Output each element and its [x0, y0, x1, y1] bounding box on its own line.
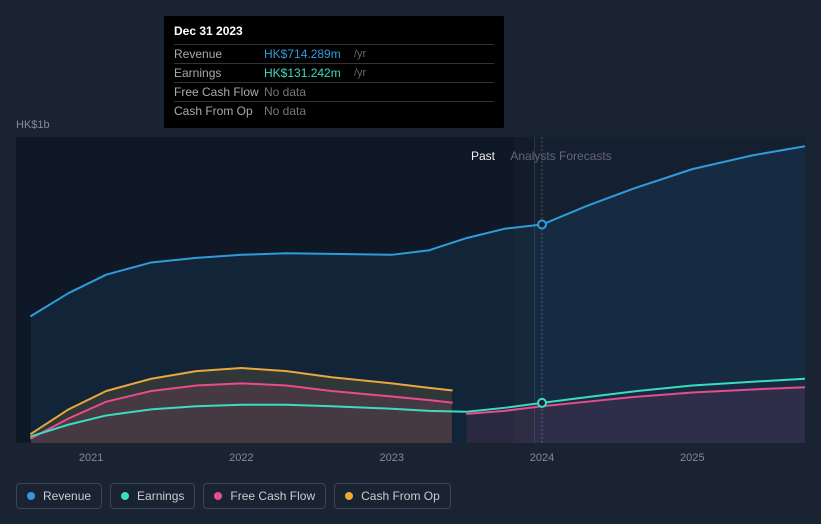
- legend-dot-icon: [121, 492, 129, 500]
- legend-label: Free Cash Flow: [230, 489, 315, 503]
- tooltip-date: Dec 31 2023: [174, 24, 494, 38]
- chart-plot[interactable]: [16, 137, 805, 443]
- x-axis-label: 2023: [379, 452, 403, 464]
- chart-tooltip: Dec 31 2023 RevenueHK$714.289m/yrEarning…: [164, 16, 504, 128]
- tooltip-row-unit: /yr: [354, 67, 366, 79]
- legend-label: Cash From Op: [361, 489, 440, 503]
- tooltip-row-value: No data: [264, 85, 354, 99]
- section-divider-labels: Past Analysts Forecasts: [471, 149, 612, 163]
- tooltip-row-label: Earnings: [174, 66, 264, 80]
- tooltip-row: EarningsHK$131.242m/yr: [174, 63, 494, 82]
- legend-item-cash-from-op[interactable]: Cash From Op: [334, 483, 451, 509]
- tooltip-row-label: Free Cash Flow: [174, 85, 264, 99]
- legend-label: Earnings: [137, 489, 184, 503]
- tooltip-row-value: HK$714.289m: [264, 47, 354, 61]
- x-axis-labels: 2021 2022 2023 2024 2025: [16, 452, 805, 468]
- tooltip-rows: RevenueHK$714.289m/yrEarningsHK$131.242m…: [174, 44, 494, 120]
- tooltip-row-value: HK$131.242m: [264, 66, 354, 80]
- legend-label: Revenue: [43, 489, 91, 503]
- legend-item-earnings[interactable]: Earnings: [110, 483, 195, 509]
- tooltip-row: Cash From OpNo data: [174, 101, 494, 120]
- legend-item-revenue[interactable]: Revenue: [16, 483, 102, 509]
- tooltip-row-label: Cash From Op: [174, 104, 264, 118]
- x-axis-label: 2025: [680, 452, 704, 464]
- legend-item-free-cash-flow[interactable]: Free Cash Flow: [203, 483, 326, 509]
- x-axis-label: 2024: [530, 452, 554, 464]
- legend-dot-icon: [214, 492, 222, 500]
- legend-dot-icon: [27, 492, 35, 500]
- tooltip-row-unit: /yr: [354, 48, 366, 60]
- tooltip-row-label: Revenue: [174, 47, 264, 61]
- tooltip-row: Free Cash FlowNo data: [174, 82, 494, 101]
- past-label: Past: [471, 149, 495, 163]
- forecast-label: Analysts Forecasts: [510, 149, 611, 163]
- tooltip-row: RevenueHK$714.289m/yr: [174, 44, 494, 63]
- x-axis-label: 2021: [79, 452, 103, 464]
- legend-dot-icon: [345, 492, 353, 500]
- chart-legend: Revenue Earnings Free Cash Flow Cash From O…: [16, 483, 451, 509]
- y-axis-label: HK$1b: [16, 119, 50, 131]
- x-axis-label: 2022: [229, 452, 253, 464]
- tooltip-row-value: No data: [264, 104, 354, 118]
